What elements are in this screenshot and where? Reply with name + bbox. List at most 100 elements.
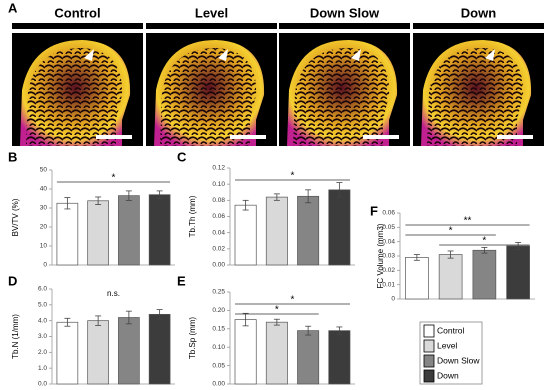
- bar: [297, 330, 320, 385]
- annotation: n.s.: [107, 289, 120, 298]
- y-tick-label: 0.20: [212, 307, 225, 314]
- y-tick-label: 20: [40, 224, 48, 231]
- arrowhead: [485, 49, 495, 61]
- panel-letter: A: [8, 0, 18, 15]
- bar: [265, 196, 288, 266]
- significance-label: *: [275, 305, 279, 316]
- legend-swatch: [423, 369, 435, 383]
- image-label: Level: [195, 5, 228, 20]
- bar: [506, 245, 530, 300]
- bar: [234, 204, 257, 266]
- bar: [405, 257, 429, 300]
- label-bar: [146, 23, 277, 29]
- y-tick-label: 50: [40, 167, 48, 174]
- y-tick-label: 0.05: [382, 224, 395, 231]
- label-bar: [413, 23, 544, 29]
- bar: [118, 317, 140, 385]
- label-bar: [279, 23, 410, 29]
- legend-swatch: [423, 324, 435, 338]
- bar: [148, 313, 171, 385]
- y-tick-label: 0.05: [212, 362, 225, 369]
- y-tick-label: 0.04: [382, 238, 395, 245]
- y-tick-label: 0.15: [212, 326, 225, 333]
- bar: [297, 195, 320, 266]
- bar: [265, 321, 288, 385]
- significance-label: *: [112, 173, 116, 184]
- image-label: Control: [54, 5, 100, 20]
- y-tick-label: 40: [40, 186, 48, 193]
- y-tick-label: 0.08: [212, 197, 225, 204]
- y-tick-label: 0.02: [382, 267, 395, 274]
- legend-label: Down Slow: [437, 355, 480, 365]
- bar: [234, 319, 257, 385]
- significance-label: *: [449, 226, 453, 237]
- y-tick-label: 0.00: [212, 262, 225, 269]
- significance-label: *: [482, 236, 486, 247]
- y-tick-label: 0.10: [212, 344, 225, 351]
- y-tick-label: 0.06: [212, 213, 225, 220]
- bar: [87, 320, 109, 385]
- legend-swatch: [423, 354, 435, 368]
- legend-label: Level: [437, 340, 457, 350]
- bar: [328, 189, 351, 266]
- image-label: Down Slow: [310, 5, 380, 20]
- y-axis-label: Tb.Th (mm): [188, 195, 197, 237]
- y-tick-label: 0.06: [382, 210, 395, 217]
- bar: [472, 249, 497, 300]
- y-tick-label: 4.0: [38, 317, 47, 324]
- y-tick-label: 0.00: [212, 381, 225, 388]
- bar: [56, 202, 79, 266]
- bar: [438, 254, 463, 300]
- y-tick-label: 6.0: [38, 286, 47, 293]
- y-axis-label: Tb.Sp (mm): [188, 317, 197, 360]
- arrowhead: [351, 49, 361, 61]
- trabecular-texture: [293, 48, 390, 146]
- panel-letter: F: [370, 203, 378, 218]
- arrowhead: [84, 49, 94, 61]
- panel-letter: E: [177, 273, 186, 288]
- y-tick-label: 0: [43, 262, 47, 269]
- scale-bar: [497, 135, 533, 139]
- bar: [328, 330, 351, 385]
- panel-letter: B: [8, 149, 17, 164]
- trabecular-texture: [160, 48, 257, 146]
- y-axis-label: BV/TV (%): [11, 198, 20, 236]
- y-tick-label: 30: [40, 205, 48, 212]
- significance-label: **: [464, 216, 472, 227]
- scale-bar: [363, 135, 399, 139]
- y-tick-label: 5.0: [38, 302, 47, 309]
- panel-letter: C: [177, 149, 187, 164]
- y-tick-label: 10: [40, 243, 48, 250]
- scale-bar: [96, 135, 132, 139]
- arrowhead: [218, 49, 228, 61]
- significance-label: *: [291, 171, 295, 182]
- y-tick-label: 0.12: [212, 165, 225, 172]
- y-tick-label: 0.10: [212, 181, 225, 188]
- y-tick-label: 0.01: [382, 281, 395, 288]
- label-bar: [12, 23, 143, 29]
- bar: [87, 200, 109, 266]
- y-tick-label: 0.0: [38, 381, 47, 388]
- y-tick-label: 2.0: [38, 349, 47, 356]
- legend-label: Down: [437, 370, 459, 380]
- legend-label: Control: [437, 325, 465, 335]
- y-axis-label: Tb.N (1/mm): [11, 314, 20, 359]
- bar: [148, 194, 171, 266]
- y-tick-label: 0: [391, 296, 395, 303]
- panel-letter: D: [8, 273, 17, 288]
- scale-bar: [230, 135, 266, 139]
- y-tick-label: 0.25: [212, 289, 225, 296]
- trabecular-texture: [427, 48, 524, 146]
- y-tick-label: 0.02: [212, 246, 225, 253]
- y-tick-label: 0.04: [212, 229, 225, 236]
- y-tick-label: 1.0: [38, 365, 47, 372]
- y-tick-label: 3.0: [38, 333, 47, 340]
- bar: [56, 321, 79, 385]
- legend-swatch: [423, 339, 435, 353]
- image-label: Down: [461, 5, 496, 20]
- trabecular-texture: [26, 48, 123, 146]
- y-axis-label: FC Volume (mm3): [376, 223, 385, 288]
- significance-label: *: [291, 295, 295, 306]
- y-tick-label: 0.03: [382, 253, 395, 260]
